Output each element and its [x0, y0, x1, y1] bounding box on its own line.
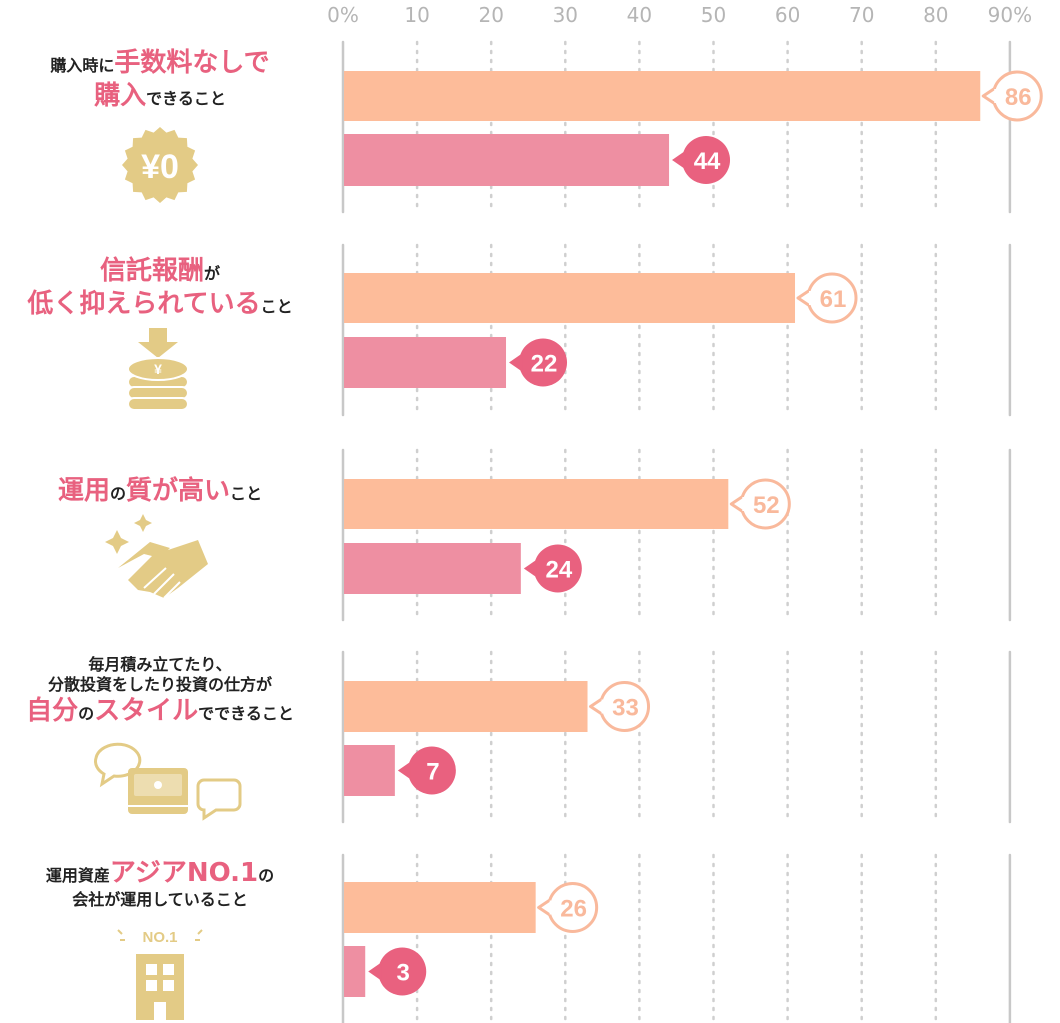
x-tick-label: 90% — [988, 3, 1032, 27]
svg-text:NO.1: NO.1 — [142, 929, 177, 946]
bar-series-2 — [344, 134, 670, 186]
data-label: 7 — [426, 759, 439, 786]
x-tick-label: 60 — [775, 3, 800, 27]
x-tick-label: 50 — [701, 3, 726, 27]
x-tick-label: 20 — [478, 3, 503, 27]
data-label: 24 — [545, 557, 572, 584]
value-badge: 22 — [509, 338, 568, 387]
speech-bubbles-wallet-icon — [94, 742, 242, 821]
category-label: 運用の質が高いこと — [57, 476, 263, 506]
value-badge: 61 — [796, 272, 858, 324]
category-label: 毎月積み立てたり、 分散投資をしたり投資の仕方が 自分のスタイルでできること — [26, 655, 294, 726]
value-badge: 52 — [729, 478, 791, 530]
building-icon: NO.1 — [117, 929, 203, 1020]
value-badge: 3 — [368, 947, 427, 996]
value-badge: 33 — [589, 681, 651, 732]
category-label: 購入時に手数料なしで 購入できること — [50, 48, 270, 111]
category-label: 運用資産アジアNO.1の 会社が運用していること — [45, 858, 275, 909]
bar-series-1 — [344, 882, 536, 933]
svg-text:¥: ¥ — [154, 361, 162, 377]
data-label: 44 — [694, 148, 721, 175]
bar-series-1 — [344, 71, 981, 121]
x-tick-label: 80 — [923, 3, 948, 27]
data-label: 3 — [397, 960, 410, 987]
bar-series-1 — [344, 273, 796, 323]
data-label: 86 — [1005, 84, 1032, 111]
data-label: 61 — [820, 286, 847, 313]
data-label: 22 — [531, 351, 558, 378]
x-tick-label: 10 — [404, 3, 429, 27]
bar-series-2 — [344, 337, 507, 388]
x-tick-label: 30 — [553, 3, 578, 27]
value-badge: 24 — [523, 544, 582, 593]
coin-stack-down-arrow-icon: ¥ — [127, 328, 189, 411]
category-label: 信託報酬が 低く抑えられていること — [27, 256, 293, 319]
svg-text:¥0: ¥0 — [141, 148, 179, 186]
bar-series-1 — [344, 479, 729, 529]
x-tick-label: 70 — [849, 3, 874, 27]
value-badge: 26 — [537, 882, 599, 933]
value-badge: 86 — [981, 70, 1043, 122]
bar-series-1 — [344, 681, 588, 732]
data-label: 33 — [612, 695, 639, 722]
x-tick-label: 40 — [627, 3, 652, 27]
bar-series-2 — [344, 745, 395, 796]
x-tick-label: 0% — [327, 3, 359, 27]
handshake-icon — [105, 514, 208, 599]
data-label: 52 — [753, 492, 780, 519]
bar-series-2 — [344, 946, 366, 997]
value-badge: 44 — [672, 136, 731, 184]
value-badge: 7 — [397, 746, 456, 795]
data-label: 26 — [560, 896, 587, 923]
yen-zero-coin-icon: ¥0 — [122, 127, 198, 203]
bar-series-2 — [344, 543, 521, 594]
